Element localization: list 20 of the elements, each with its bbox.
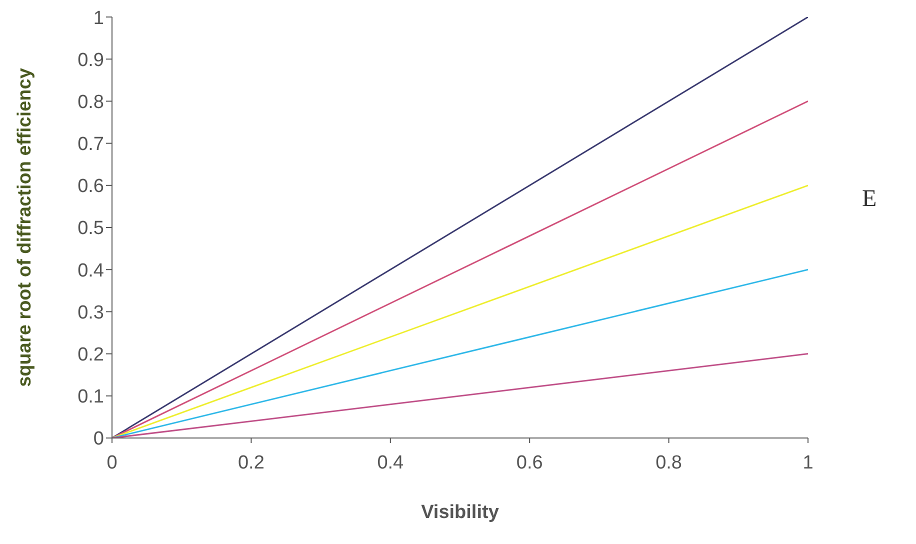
y-tick-label: 0.4 [78,260,104,282]
x-tick-label: 1 [802,452,814,474]
x-tick-label: 0.4 [377,452,404,474]
x-tick-label: 0.8 [656,452,682,474]
y-tick-label: 0.1 [78,386,104,408]
y-tick-label: 0.2 [78,344,104,366]
y-tick-label: 0.3 [78,302,104,324]
y-tick-label: 0.7 [78,134,104,156]
y-tick-label: 0.6 [78,176,104,198]
y-axis-title: square root of diffraction efficiency [14,68,36,387]
x-axis-title: Visibility [421,502,500,523]
x-tick-label: 0.6 [516,452,543,474]
y-tick-label: 1 [93,8,104,29]
x-tick-label: 0 [106,452,118,474]
y-tick-label: 0.8 [78,92,104,113]
text: E [862,186,877,213]
y-tick-label: 0.5 [78,218,104,240]
y-tick-label: 0.9 [78,50,104,71]
x-tick-label: 0.2 [238,452,264,474]
y-tick-label: 0 [93,428,104,450]
